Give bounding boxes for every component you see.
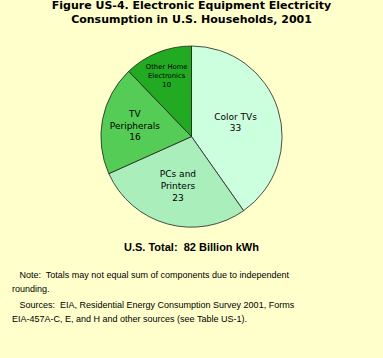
svg-text:TVPeripherals16: TVPeripherals16	[110, 109, 161, 142]
svg-text:U.S. Total: 82 Billion kWh: U.S. Total: 82 Billion kWh	[124, 241, 259, 253]
svg-text:Color TVs33: Color TVs33	[214, 112, 257, 134]
svg-text:EIA-457A-C, E, and H and other: EIA-457A-C, E, and H and other sources (…	[12, 314, 247, 324]
svg-text:Sources: EIA, Residential Ene: Sources: EIA, Residential Energy Consump…	[12, 300, 295, 310]
svg-text:Note: Totals may not equal su: Note: Totals may not equal sum of compon…	[12, 270, 290, 280]
svg-text:rounding.: rounding.	[12, 284, 50, 294]
svg-text:PCs andPrinters23: PCs andPrinters23	[160, 169, 196, 202]
svg-text:Other HomeElectronics10: Other HomeElectronics10	[146, 63, 188, 89]
svg-text:Figure US-4. Electronic Equipm: Figure US-4. Electronic Equipment Electr…	[52, 0, 331, 26]
